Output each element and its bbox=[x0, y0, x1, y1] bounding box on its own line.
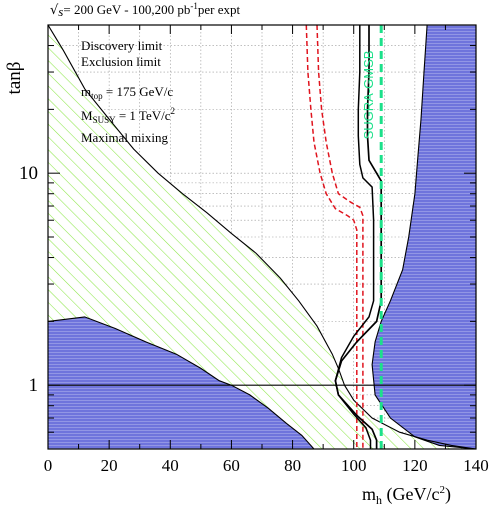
x-tick-label: 80 bbox=[284, 456, 301, 475]
axes: 0 20 40 60 80 100 120 140 1 10 bbox=[19, 24, 489, 475]
x-tick-label: 40 bbox=[162, 456, 179, 475]
y-tick-label: 10 bbox=[19, 163, 38, 184]
theory-excluded-region-left bbox=[48, 316, 314, 449]
x-tick-label: 20 bbox=[101, 456, 118, 475]
x-axis-label: mh (GeV/c2) bbox=[362, 484, 451, 507]
param-mixing: Maximal mixing bbox=[81, 130, 169, 145]
legend-exclusion: Exclusion limit bbox=[81, 54, 161, 69]
x-tick-label: 140 bbox=[463, 456, 489, 475]
discovery-limit-curve-1 bbox=[334, 25, 383, 449]
x-tick-label: 60 bbox=[223, 456, 240, 475]
param-msusy: MSUSY = 1 TeV/c2 bbox=[81, 106, 175, 125]
sugra-gmsb-label: SUGRA-GMSB bbox=[361, 51, 376, 140]
discovery-limit-curve-2 bbox=[334, 25, 375, 449]
x-tick-label: 120 bbox=[402, 456, 428, 475]
x-tick-label: 100 bbox=[341, 456, 367, 475]
y-tick-label: 1 bbox=[29, 375, 39, 396]
boundary-right bbox=[371, 25, 476, 449]
lep-excluded-region bbox=[48, 25, 476, 449]
y-axis-label: tanβ bbox=[4, 62, 25, 95]
legend-discovery: Discovery limit bbox=[81, 38, 163, 53]
x-tick-label: 0 bbox=[44, 456, 53, 475]
boundary-lower-left bbox=[48, 316, 315, 449]
boundary-upper-left bbox=[48, 25, 476, 449]
exclusion-limit-curve-2 bbox=[316, 25, 364, 449]
param-mtop: mtop = 175 GeV/c bbox=[81, 84, 173, 101]
theory-excluded-region-right bbox=[372, 25, 476, 449]
chart-header: √s= 200 GeV - 100,200 pb-1per expt bbox=[50, 1, 240, 19]
